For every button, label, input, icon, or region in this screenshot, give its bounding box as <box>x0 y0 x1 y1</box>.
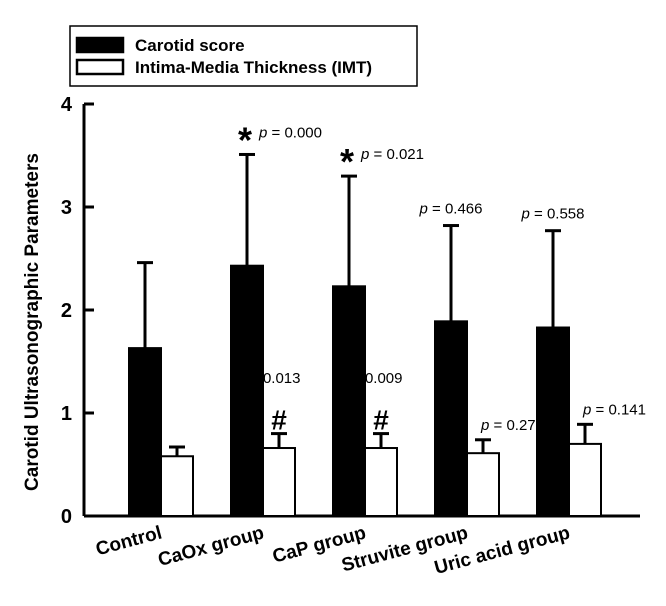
legend: Carotid score Intima-Media Thickness (IMT… <box>69 25 418 87</box>
bar-imt <box>466 452 500 518</box>
bar-carotid-score <box>128 347 162 517</box>
p-value-label: p = 0.000 <box>258 124 322 141</box>
hash-marker: # <box>271 405 287 436</box>
bar-imt <box>568 442 602 517</box>
y-tick-label: 0 <box>61 506 72 528</box>
y-axis-label: Carotid Ultrasonographic Parameters <box>22 153 43 491</box>
asterisk-marker: * <box>340 141 354 182</box>
bar-carotid-score <box>536 326 570 518</box>
bar-imt <box>160 455 194 518</box>
x-category-label: Control <box>94 523 165 561</box>
p-value-label: p = 0.009 <box>339 370 403 387</box>
bar-carotid-score <box>332 285 366 517</box>
p-value-label: p = 0.021 <box>360 146 424 163</box>
p-value-label: p = 0.558 <box>521 206 585 223</box>
y-tick-label: 4 <box>61 94 73 116</box>
asterisk-marker: * <box>238 119 252 160</box>
p-value-label: p = 0.270 <box>480 417 544 434</box>
hash-marker: # <box>373 405 389 436</box>
legend-swatch <box>75 36 125 54</box>
bar-imt <box>364 447 398 517</box>
y-tick-label: 2 <box>61 300 72 322</box>
bar-carotid-score <box>434 320 468 517</box>
legend-label: Intima-Media Thickness (IMT) <box>135 58 372 77</box>
plot-area: 0 1 2 3 4 * p = 0.000 * p = 0.021 p = 0.466 p = 0.… <box>61 94 646 579</box>
p-value-label: p = 0.466 <box>419 201 483 218</box>
bar-carotid-score <box>230 264 264 517</box>
legend-box <box>69 25 418 87</box>
x-category-label: CaOx group <box>156 523 266 571</box>
p-value-label: p = 0.141 <box>582 401 646 418</box>
legend-swatch <box>75 58 125 76</box>
legend-label: Carotid score <box>135 36 245 55</box>
p-value-label: p = 0.013 <box>237 370 301 387</box>
y-tick-label: 3 <box>61 197 72 219</box>
y-tick-label: 1 <box>61 403 72 425</box>
bar-imt <box>262 447 296 517</box>
